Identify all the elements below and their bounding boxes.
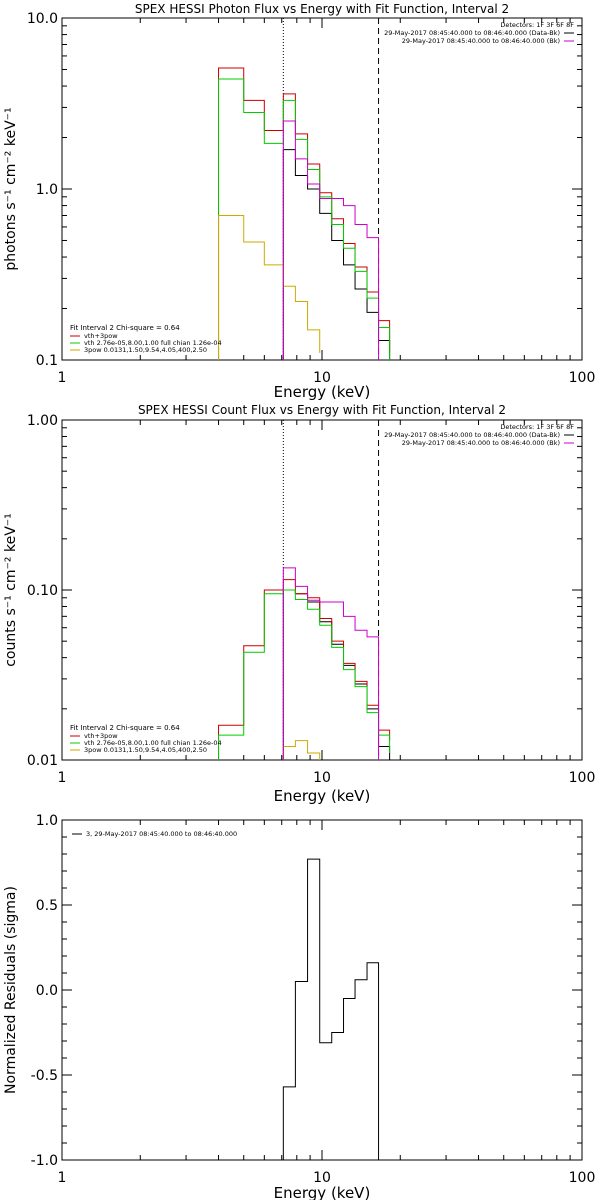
y-axis-label: counts s⁻¹ cm⁻² keV⁻¹: [3, 513, 19, 667]
fit-legend-label: vth+3pow: [84, 332, 118, 340]
x-axis: 1 10 100: [58, 420, 596, 786]
y-tick-label: 0.01: [27, 753, 58, 769]
fit-legend-header: Fit Interval 2 Chi-square = 0.64: [70, 324, 180, 332]
x-tick-label: 1: [58, 1170, 67, 1186]
fit-legend: Fit Interval 2 Chi-square = 0.64vth+3pow…: [70, 324, 222, 354]
y-axis: 0.01 0.10 1.00: [27, 413, 582, 769]
fit-legend-header: Fit Interval 2 Chi-square = 0.64: [70, 724, 180, 732]
y-tick-label: 0.10: [27, 583, 58, 599]
x-tick-label: 100: [569, 1170, 596, 1186]
x-tick-label: 1: [58, 370, 67, 386]
chart-panel-3: 1 10 100 Energy (keV) -1.0 -0.5 0.0 0.5 1.0 Norma…: [3, 813, 595, 1200]
x-tick-label: 10: [313, 1170, 331, 1186]
y-tick-label: 0.0: [36, 983, 58, 999]
series-4-step-line: [282, 740, 321, 760]
y-tick-label: 0.5: [36, 898, 58, 914]
y-axis: -1.0 -0.5 0.0 0.5 1.0: [31, 813, 582, 1169]
series-4-step-line: [218, 214, 321, 360]
series-1-step-line: [282, 149, 391, 360]
series-1-step-line: [282, 858, 380, 1160]
data-legend-header: Detectors: 1F 3F 6F 8F: [500, 423, 574, 431]
fit-legend: Fit Interval 2 Chi-square = 0.64vth+3pow…: [70, 724, 222, 754]
data-legend: 3, 29-May-2017 08:45:40.000 to 08:46:40.…: [72, 830, 237, 838]
x-axis-label: Energy (keV): [274, 383, 371, 401]
y-axis-label: photons s⁻¹ cm⁻² keV⁻¹: [3, 107, 19, 270]
data-legend-header: Detectors: 1F 3F 6F 8F: [500, 21, 574, 29]
y-tick-label: -0.5: [31, 1068, 58, 1084]
x-tick-label: 10: [313, 770, 331, 786]
fit-legend-label: vth 2.76e-05,8.00,1.00 full chian 1.26e-…: [84, 339, 222, 347]
chart-panel-1: SPEX HESSI Photon Flux vs Energy with Fi…: [3, 2, 595, 401]
y-tick-label: 1.00: [27, 413, 58, 429]
chart-title: SPEX HESSI Count Flux vs Energy with Fit…: [138, 403, 506, 417]
x-tick-label: 10: [313, 370, 331, 386]
fit-legend-label: 3pow 0.0131,1.50,9.54,4.05,400,2.50: [84, 346, 207, 354]
data-legend-label: 29-May-2017 08:45:40.000 to 08:46:40.000…: [402, 37, 560, 45]
series-3-step-line: [218, 589, 391, 760]
x-tick-label: 100: [569, 370, 596, 386]
y-tick-label: -1.0: [31, 1153, 58, 1169]
plot-frame: [61, 819, 583, 1161]
x-axis-label: Energy (keV): [274, 1184, 371, 1200]
y-tick-label: 10.0: [27, 11, 58, 27]
y-tick-label: 1.0: [36, 813, 58, 829]
fit-legend-label: vth 2.76e-05,8.00,1.00 full chian 1.26e-…: [84, 739, 222, 747]
y-axis-label: Normalized Residuals (sigma): [3, 886, 19, 1094]
y-tick-label: 1.0: [36, 182, 58, 198]
x-tick-label: 100: [569, 770, 596, 786]
x-axis: 1 10 100: [58, 820, 596, 1186]
chart-title: SPEX HESSI Photon Flux vs Energy with Fi…: [135, 2, 509, 16]
series-1-step-line: [282, 589, 391, 760]
series-5-step-line: [282, 567, 380, 760]
y-tick-label: 0.1: [36, 353, 58, 369]
chart-panel-2: SPEX HESSI Count Flux vs Energy with Fit…: [3, 403, 595, 805]
y-axis: 0.1 1.0 10.0: [27, 11, 582, 369]
x-tick-label: 1: [58, 770, 67, 786]
series-5-step-line: [282, 120, 380, 360]
fit-legend-label: vth+3pow: [84, 732, 118, 740]
plot-frame: [61, 419, 583, 761]
data-legend-label: 29-May-2017 08:45:40.000 to 08:46:40.000…: [402, 439, 560, 447]
plot-frame: [61, 17, 583, 361]
data-legend-label: 3, 29-May-2017 08:45:40.000 to 08:46:40.…: [86, 830, 237, 838]
x-axis-label: Energy (keV): [274, 787, 371, 805]
x-axis: 1 10 100: [58, 18, 596, 386]
data-legend-label: 29-May-2017 08:45:40.000 to 08:46:40.000…: [384, 431, 560, 439]
series-3-step-line: [218, 78, 391, 360]
fit-legend-label: 3pow 0.0131,1.50,9.54,4.05,400,2.50: [84, 746, 207, 754]
data-legend-label: 29-May-2017 08:45:40.000 to 08:46:40.000…: [384, 29, 560, 37]
